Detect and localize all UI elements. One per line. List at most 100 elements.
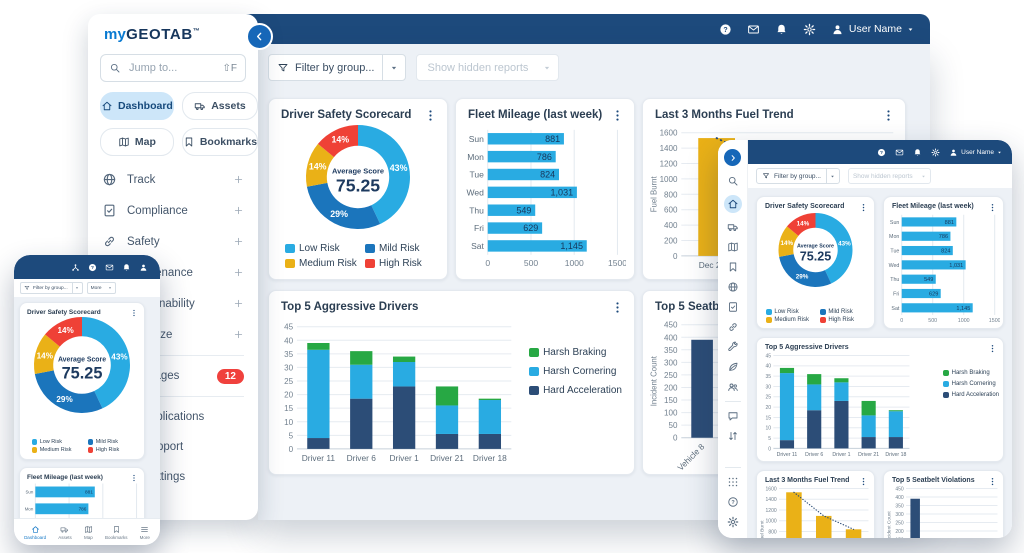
more-options-icon[interactable] — [882, 109, 895, 122]
plus-icon[interactable] — [233, 267, 244, 278]
bell-icon[interactable] — [913, 148, 922, 157]
search-icon — [109, 62, 121, 74]
svg-text:35: 35 — [284, 350, 293, 359]
jump-to-search[interactable]: ⇧F — [100, 54, 246, 82]
mail-icon[interactable] — [895, 148, 904, 157]
mobile-nav-bookmarks[interactable]: Bookmarks — [105, 525, 127, 540]
legend-label: Mild Risk — [828, 309, 853, 315]
plus-icon[interactable] — [233, 236, 244, 247]
help-icon[interactable]: ? — [88, 263, 97, 272]
home-icon[interactable] — [723, 195, 742, 213]
svg-text:Incident Count: Incident Count — [887, 511, 893, 538]
help-icon[interactable]: ? — [727, 496, 739, 508]
gear-icon[interactable] — [727, 516, 739, 528]
svg-text:Thu: Thu — [890, 277, 899, 283]
plus-icon[interactable] — [233, 298, 244, 309]
grid-icon[interactable] — [727, 476, 739, 488]
user-icon — [949, 148, 958, 157]
more-options-icon[interactable] — [988, 477, 997, 486]
sidebar-item-safety[interactable]: Safety — [88, 226, 258, 257]
chat-icon[interactable] — [727, 410, 739, 422]
show-hidden-reports-dropdown[interactable]: Show hidden reports — [847, 168, 931, 184]
bell-icon[interactable] — [775, 23, 788, 36]
svg-text:629: 629 — [523, 223, 538, 233]
expand-sidebar-button[interactable] — [723, 148, 742, 167]
mobile-nav-assets[interactable]: Assets — [58, 525, 72, 540]
sidebar-item-compliance[interactable]: Compliance — [88, 195, 258, 226]
more-options-icon[interactable] — [611, 301, 624, 314]
people-icon[interactable] — [727, 381, 739, 393]
bell-icon[interactable] — [122, 263, 131, 272]
plus-icon[interactable] — [233, 329, 244, 340]
wrench-icon[interactable] — [727, 341, 739, 353]
mail-icon[interactable] — [105, 263, 114, 272]
filter-by-group-dropdown[interactable]: Filter by group... — [20, 282, 83, 294]
link-icon[interactable] — [727, 321, 739, 333]
sidebar-button-dashboard[interactable]: Dashboard — [100, 92, 174, 120]
sidebar-button-bookmarks[interactable]: Bookmarks — [181, 128, 259, 156]
doc-check-icon[interactable] — [727, 301, 739, 313]
svg-text:Vehicle 8: Vehicle 8 — [675, 441, 706, 470]
search-input[interactable] — [127, 61, 217, 75]
show-hidden-reports-dropdown[interactable]: Show hidden reports — [416, 54, 560, 81]
svg-text:Driver 21: Driver 21 — [858, 452, 879, 458]
legend-swatch — [32, 447, 38, 453]
more-options-icon[interactable] — [988, 344, 997, 353]
globe-icon — [102, 172, 117, 187]
user-menu[interactable]: User Name — [831, 23, 914, 36]
more-options-icon[interactable] — [988, 203, 997, 212]
legend-item: Mild Risk — [88, 439, 142, 445]
gear-icon[interactable] — [931, 148, 940, 157]
svg-text:Sun: Sun — [890, 220, 899, 226]
svg-text:Sat: Sat — [891, 306, 899, 312]
more-options-icon[interactable] — [859, 477, 868, 486]
map-icon[interactable] — [727, 241, 739, 253]
mobile-nav-map[interactable]: Map — [84, 525, 93, 540]
user-name-label: User Name — [848, 23, 902, 35]
sidebar-button-map[interactable]: Map — [100, 128, 174, 156]
help-icon[interactable]: ? — [719, 23, 732, 36]
user-menu[interactable]: User Name — [949, 148, 1002, 157]
truck-icon[interactable] — [727, 221, 739, 233]
sidebar-item-track[interactable]: Track — [88, 164, 258, 195]
more-options-icon[interactable] — [611, 109, 624, 122]
more-options-icon[interactable] — [130, 474, 138, 482]
filter-caret-button[interactable] — [73, 283, 82, 293]
more-options-icon[interactable] — [424, 109, 437, 122]
more-options-icon[interactable] — [130, 309, 138, 317]
filter-by-group-dropdown[interactable]: Filter by group... — [756, 168, 840, 184]
svg-text:43%: 43% — [390, 163, 408, 173]
filter-caret-button[interactable] — [827, 169, 839, 183]
network-icon[interactable] — [71, 263, 80, 272]
plus-icon[interactable] — [233, 205, 244, 216]
leaf-icon[interactable] — [727, 361, 739, 373]
globe-icon[interactable] — [727, 281, 739, 293]
collapse-sidebar-button[interactable] — [246, 23, 273, 50]
logo-trademark: ™ — [192, 28, 200, 35]
filter-caret-button[interactable] — [383, 55, 405, 80]
plus-icon[interactable] — [233, 174, 244, 185]
mobile-nav-dashboard[interactable]: Dashboard — [24, 525, 46, 540]
svg-text:350: 350 — [895, 503, 904, 509]
sidebar-button-assets[interactable]: Assets — [181, 92, 259, 120]
help-icon[interactable]: ? — [877, 148, 886, 157]
mail-icon[interactable] — [747, 23, 760, 36]
search-icon[interactable] — [727, 175, 739, 187]
svg-text:30: 30 — [284, 363, 293, 372]
filter-by-group-dropdown[interactable]: Filter by group... — [268, 54, 407, 81]
menu-label: Track — [127, 173, 156, 186]
svg-text:14%: 14% — [781, 240, 794, 247]
svg-text:Average Score: Average Score — [58, 357, 106, 364]
chart-legend: Harsh Braking Harsh Cornering Hard Acceler… — [943, 370, 999, 398]
svg-text:1000: 1000 — [660, 175, 678, 184]
bookmark-icon[interactable] — [727, 261, 739, 273]
more-options-icon[interactable] — [859, 203, 868, 212]
svg-text:Average Score: Average Score — [332, 166, 384, 175]
mobile-nav-more[interactable]: More — [140, 525, 150, 540]
caret-down-icon — [536, 55, 558, 80]
sliders-icon[interactable] — [727, 430, 739, 442]
divider — [382, 55, 384, 80]
more-dropdown[interactable]: More — [86, 282, 116, 294]
gear-icon[interactable] — [803, 23, 816, 36]
user-icon[interactable] — [139, 263, 148, 272]
